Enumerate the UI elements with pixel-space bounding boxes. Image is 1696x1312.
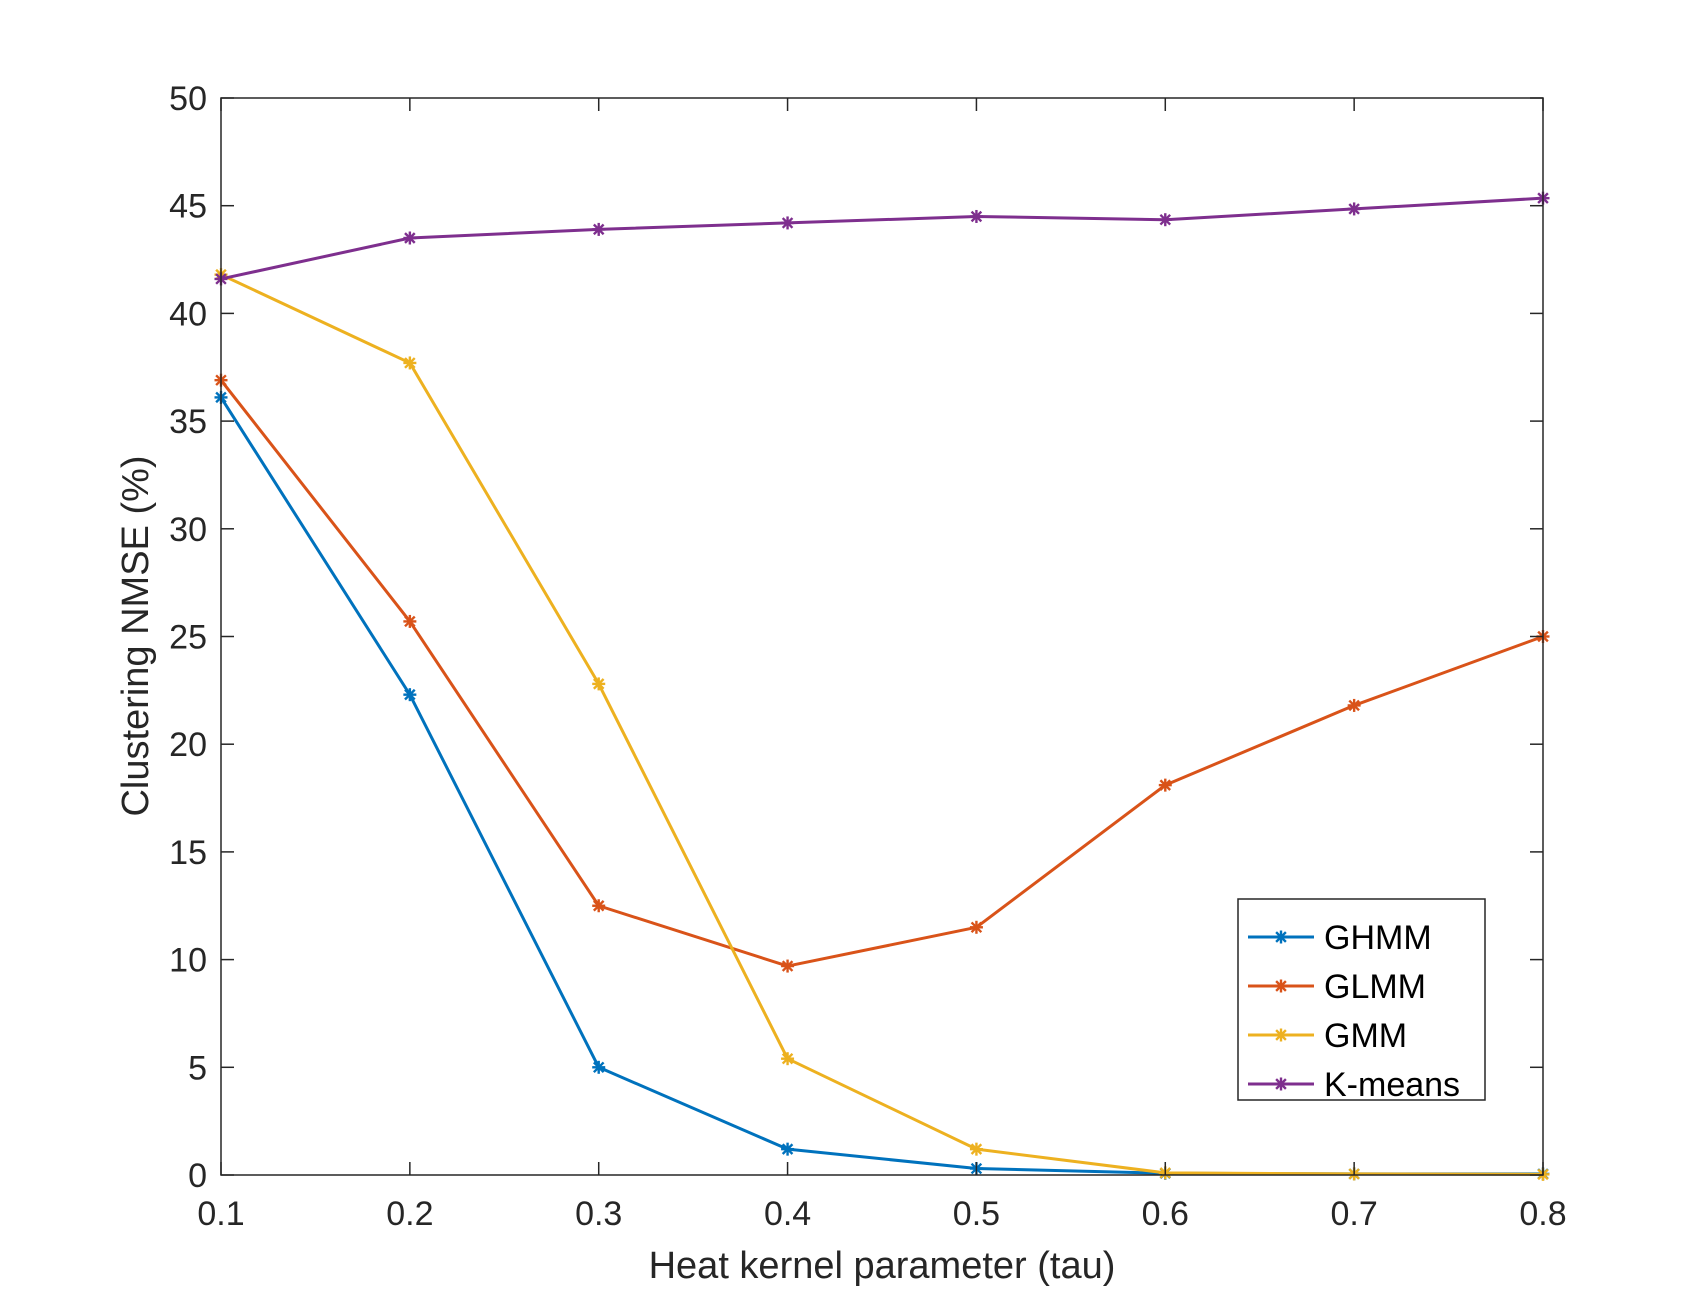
y-axis: 0 5 10 15 20 25 30 35 40 45 50 xyxy=(169,80,1543,1195)
x-tick-label: 0.5 xyxy=(953,1195,1000,1233)
legend-label: K-means xyxy=(1324,1066,1460,1104)
data-point-k-means xyxy=(403,231,417,245)
y-axis-label: Clustering NMSE (%) xyxy=(115,455,157,816)
y-tick-label: 0 xyxy=(188,1157,207,1195)
x-tick-label: 0.2 xyxy=(386,1195,433,1233)
legend-label: GMM xyxy=(1324,1017,1407,1055)
y-tick-label: 30 xyxy=(169,511,207,549)
x-tick-label: 0.8 xyxy=(1519,1195,1566,1233)
x-tick-label: 0.7 xyxy=(1331,1195,1378,1233)
data-point-ghmm xyxy=(403,688,417,702)
legend-marker xyxy=(1274,1028,1288,1042)
legend-item-k-means: K-means xyxy=(1248,1066,1460,1104)
data-point-gmm xyxy=(969,1142,983,1156)
x-tick-label: 0.3 xyxy=(575,1195,622,1233)
legend: GHMM GLMM GMM K-means xyxy=(1237,898,1486,1104)
series-line-k-means xyxy=(220,196,1544,281)
y-tick-label: 35 xyxy=(169,403,207,441)
data-point-k-means xyxy=(1347,202,1361,216)
legend-label: GLMM xyxy=(1324,968,1426,1006)
legend-item-gmm: GMM xyxy=(1248,1017,1407,1055)
data-point-glmm xyxy=(1158,778,1172,792)
legend-box xyxy=(1237,898,1486,1101)
series-line-gmm xyxy=(220,273,1544,1176)
data-point-glmm xyxy=(781,959,795,973)
data-point-glmm xyxy=(592,899,606,913)
data-point-gmm xyxy=(781,1052,795,1066)
data-point-k-means xyxy=(781,216,795,230)
y-tick-label: 50 xyxy=(169,80,207,118)
data-point-gmm xyxy=(403,356,417,370)
x-tick-label: 0.6 xyxy=(1142,1195,1189,1233)
legend-label: GHMM xyxy=(1324,919,1432,957)
data-point-glmm xyxy=(969,920,983,934)
y-tick-label: 5 xyxy=(188,1049,207,1087)
data-point-gmm xyxy=(592,677,606,691)
series-line-glmm xyxy=(219,379,1544,968)
y-tick-label: 15 xyxy=(169,834,207,872)
data-point-k-means xyxy=(1158,213,1172,227)
y-tick-label: 10 xyxy=(169,942,207,980)
data-point-glmm xyxy=(1347,698,1361,712)
legend-item-glmm: GLMM xyxy=(1248,968,1426,1006)
x-axis-label: Heat kernel parameter (tau) xyxy=(649,1245,1116,1287)
data-point-k-means xyxy=(592,222,606,236)
y-tick-label: 25 xyxy=(169,619,207,657)
x-tick-label: 0.4 xyxy=(764,1195,811,1233)
legend-item-ghmm: GHMM xyxy=(1248,919,1432,957)
series-layer xyxy=(214,191,1550,1181)
data-point-k-means xyxy=(969,209,983,223)
x-tick-label: 0.1 xyxy=(197,1195,244,1233)
data-point-ghmm xyxy=(781,1142,795,1156)
legend-marker xyxy=(1274,1077,1288,1091)
y-tick-label: 20 xyxy=(169,726,207,764)
y-tick-label: 45 xyxy=(169,188,207,226)
x-axis: 0.1 0.2 0.3 0.4 0.5 0.6 0.7 0.8 xyxy=(197,98,1567,1233)
y-tick-label: 40 xyxy=(169,295,207,333)
data-point-glmm xyxy=(403,614,417,628)
legend-marker xyxy=(1274,979,1288,993)
data-point-ghmm xyxy=(592,1060,606,1074)
legend-marker xyxy=(1274,930,1288,944)
